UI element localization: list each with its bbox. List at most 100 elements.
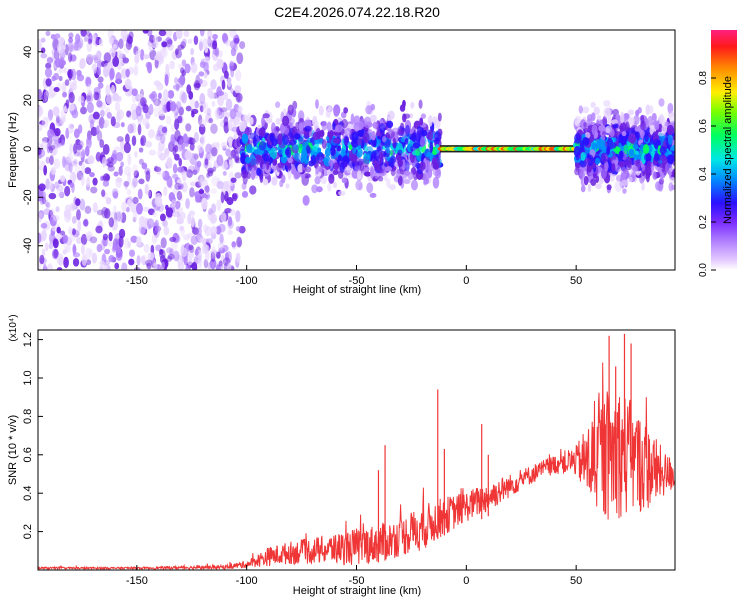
heatmap-cell: [104, 248, 111, 255]
heatmap-cell: [164, 148, 170, 158]
heatmap-cell: [653, 131, 658, 142]
heatmap-cell: [301, 161, 306, 174]
heatmap-cell: [108, 217, 115, 228]
heatmap-cell: [256, 167, 262, 176]
heatmap-cell: [72, 243, 77, 256]
y-tick-label: 0.8: [22, 409, 34, 424]
heatmap-cell: [587, 183, 592, 193]
heatmap-cell: [642, 144, 650, 155]
heatmap-cell: [199, 237, 207, 244]
heatmap-cell: [94, 56, 98, 64]
heatmap-cell: [40, 140, 48, 150]
heatmap-cell: [199, 175, 205, 188]
heatmap-cell: [262, 178, 269, 186]
heatmap-cell: [583, 122, 588, 128]
heatmap-cell: [44, 116, 51, 122]
heatmap-cell: [45, 156, 50, 164]
heatmap-cell: [58, 191, 65, 199]
heatmap-cell: [582, 106, 590, 114]
heatmap-cell: [235, 226, 241, 232]
heatmap-cell: [234, 156, 240, 162]
heatmap-cell: [632, 165, 639, 173]
heatmap-cell: [174, 129, 181, 142]
heatmap-cell: [654, 122, 660, 131]
heatmap-cell: [138, 147, 144, 153]
heatmap-cell: [222, 182, 230, 190]
heatmap-cell: [151, 233, 158, 244]
heatmap-cell: [112, 149, 118, 158]
heatmap-cell: [45, 78, 52, 87]
heatmap-cell: [57, 137, 62, 144]
heatmap-cell: [135, 50, 142, 57]
heatmap-cell: [115, 72, 122, 84]
heatmap-cell: [145, 259, 153, 267]
heatmap-cell: [128, 258, 135, 266]
heatmap-cell: [385, 147, 391, 154]
heatmap-cell: [623, 144, 628, 155]
snr-x-label: Height of straight line (km): [293, 585, 421, 597]
heatmap-cell: [232, 193, 238, 202]
heatmap-cell: [99, 265, 104, 270]
heatmap-cell: [208, 208, 213, 216]
heatmap-cell: [324, 147, 331, 158]
heatmap-cell: [56, 41, 65, 54]
heatmap-cell: [174, 76, 179, 85]
heatmap-cell: [85, 30, 91, 37]
heatmap-cell: [95, 225, 103, 234]
heatmap-cell: [87, 38, 93, 45]
heatmap-cell: [611, 119, 618, 125]
heatmap-cell: [92, 202, 98, 213]
heatmap-cell: [177, 207, 184, 213]
heatmap-cell: [127, 198, 132, 208]
heatmap-cell: [99, 175, 104, 181]
heatmap-cell: [85, 92, 94, 104]
heatmap-cell: [315, 99, 319, 109]
heatmap-cell: [316, 152, 324, 161]
heatmap-cell: [410, 102, 415, 109]
heatmap-cell: [298, 122, 304, 131]
heatmap-cell: [583, 175, 589, 186]
heatmap-cell: [627, 135, 634, 143]
heatmap-cell: [145, 170, 151, 182]
heatmap-cell: [132, 216, 137, 223]
heatmap-cell: [369, 192, 377, 198]
heatmap-cell: [194, 248, 199, 256]
heatmap-cell: [641, 175, 646, 181]
heatmap-cell: [71, 228, 76, 236]
heatmap-cell: [428, 129, 433, 142]
heatmap-cell: [175, 49, 182, 59]
heatmap-cell: [53, 72, 60, 81]
heatmap-cell: [403, 178, 411, 184]
heatmap-cell: [258, 127, 266, 137]
heatmap-cell: [211, 142, 220, 148]
heatmap-cell: [58, 75, 63, 82]
heatmap-cell: [330, 145, 336, 157]
heatmap-cell: [211, 203, 217, 214]
heatmap-cell: [60, 109, 66, 121]
heatmap-cell: [341, 177, 348, 184]
heatmap-cell: [56, 184, 64, 192]
heatmap-cell: [217, 241, 224, 251]
heatmap-cell: [197, 218, 203, 230]
heatmap-cell: [125, 206, 130, 213]
heatmap-cell: [338, 190, 346, 196]
heatmap-cell: [116, 211, 122, 222]
heatmap-cell: [216, 141, 220, 152]
colorbar-tick-label: 0.6: [698, 119, 709, 133]
heatmap-cell: [261, 116, 265, 127]
heatmap-cell: [664, 162, 673, 174]
heatmap-cell: [140, 254, 147, 261]
heatmap-cell: [79, 198, 86, 211]
heatmap-cell: [98, 116, 105, 129]
heatmap-cell: [215, 251, 221, 259]
heatmap-cell: [202, 38, 209, 49]
heatmap-cell: [68, 40, 74, 53]
heatmap-cell: [391, 127, 400, 133]
heatmap-cell: [230, 177, 237, 183]
heatmap-cell: [270, 122, 276, 134]
heatmap-cell: [80, 233, 88, 246]
spectrogram-y-label: Frequency (Hz): [7, 112, 19, 188]
heatmap-cell: [593, 106, 600, 116]
heatmap-cell: [287, 104, 294, 116]
